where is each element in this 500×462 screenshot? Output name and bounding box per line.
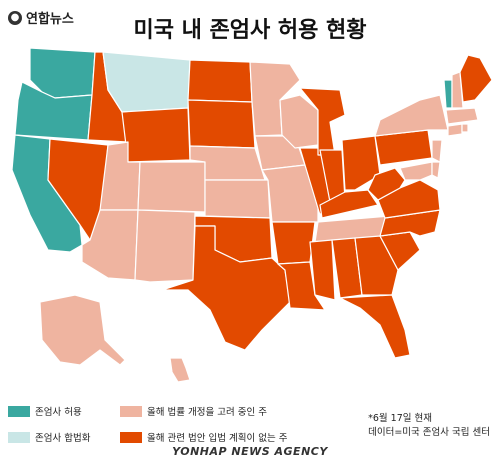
legend-swatch-no-plan	[120, 431, 142, 443]
state-ks	[204, 179, 271, 219]
note-source: 데이터=미국 존엄사 국립 센터	[368, 427, 490, 438]
state-md	[399, 161, 433, 181]
state-co	[137, 161, 206, 213]
legend-item-no-plan: 올해 관련 법안 입법 계획이 없는 주	[120, 430, 287, 444]
source-note: *6월 17일 현재 데이터=미국 존엄사 국립 센터	[368, 412, 490, 440]
logo: ● 연합뉴스	[8, 8, 74, 27]
state-ri	[461, 123, 469, 133]
legend-swatch-considering	[120, 405, 142, 417]
us-map	[11, 47, 493, 383]
state-sd	[187, 99, 256, 149]
state-ny	[374, 94, 449, 137]
state-nh	[451, 71, 464, 109]
state-oh	[341, 135, 381, 191]
state-mi	[299, 87, 346, 156]
logo-text: 연합뉴스	[26, 12, 74, 27]
state-de	[431, 161, 441, 179]
state-nm	[134, 209, 196, 283]
state-me	[459, 54, 493, 103]
state-tx	[161, 225, 291, 351]
footer-agency: YONHAP NEWS AGENCY	[172, 445, 328, 458]
state-ms	[309, 239, 336, 301]
state-fl	[339, 294, 411, 359]
legend-swatch-legal	[8, 405, 30, 417]
state-wy	[121, 107, 191, 163]
state-wv	[367, 167, 406, 201]
state-hi	[169, 357, 191, 383]
page-title: 미국 내 존엄사 허용 현황	[133, 18, 367, 43]
state-ma	[445, 107, 479, 125]
legend-item-legalized-by-court: 존엄사 합법화	[8, 430, 90, 444]
legend-swatch-legalized-by-court	[8, 431, 30, 443]
state-nj	[431, 139, 443, 163]
state-vt	[443, 79, 453, 109]
state-ak	[39, 294, 126, 366]
state-ar	[271, 221, 316, 265]
yonhap-logo-icon: ●	[8, 10, 22, 25]
legend-label-considering: 올해 법률 개정을 고려 중인 주	[147, 407, 267, 418]
legend-label-legalized-by-court: 존엄사 합법화	[35, 433, 91, 444]
state-la	[277, 261, 326, 311]
legend-item-considering: 올해 법률 개정을 고려 중인 주	[120, 404, 267, 418]
legend-label-no-plan: 올해 관련 법안 입법 계획이 없는 주	[147, 433, 288, 444]
state-mt	[102, 51, 191, 113]
legend-item-legal: 존엄사 허용	[8, 404, 82, 418]
state-ky	[319, 189, 379, 219]
state-nd	[187, 59, 253, 103]
legend-label-legal: 존엄사 허용	[35, 407, 82, 418]
note-date: *6월 17일 현재	[368, 413, 432, 424]
state-ct	[447, 123, 463, 137]
